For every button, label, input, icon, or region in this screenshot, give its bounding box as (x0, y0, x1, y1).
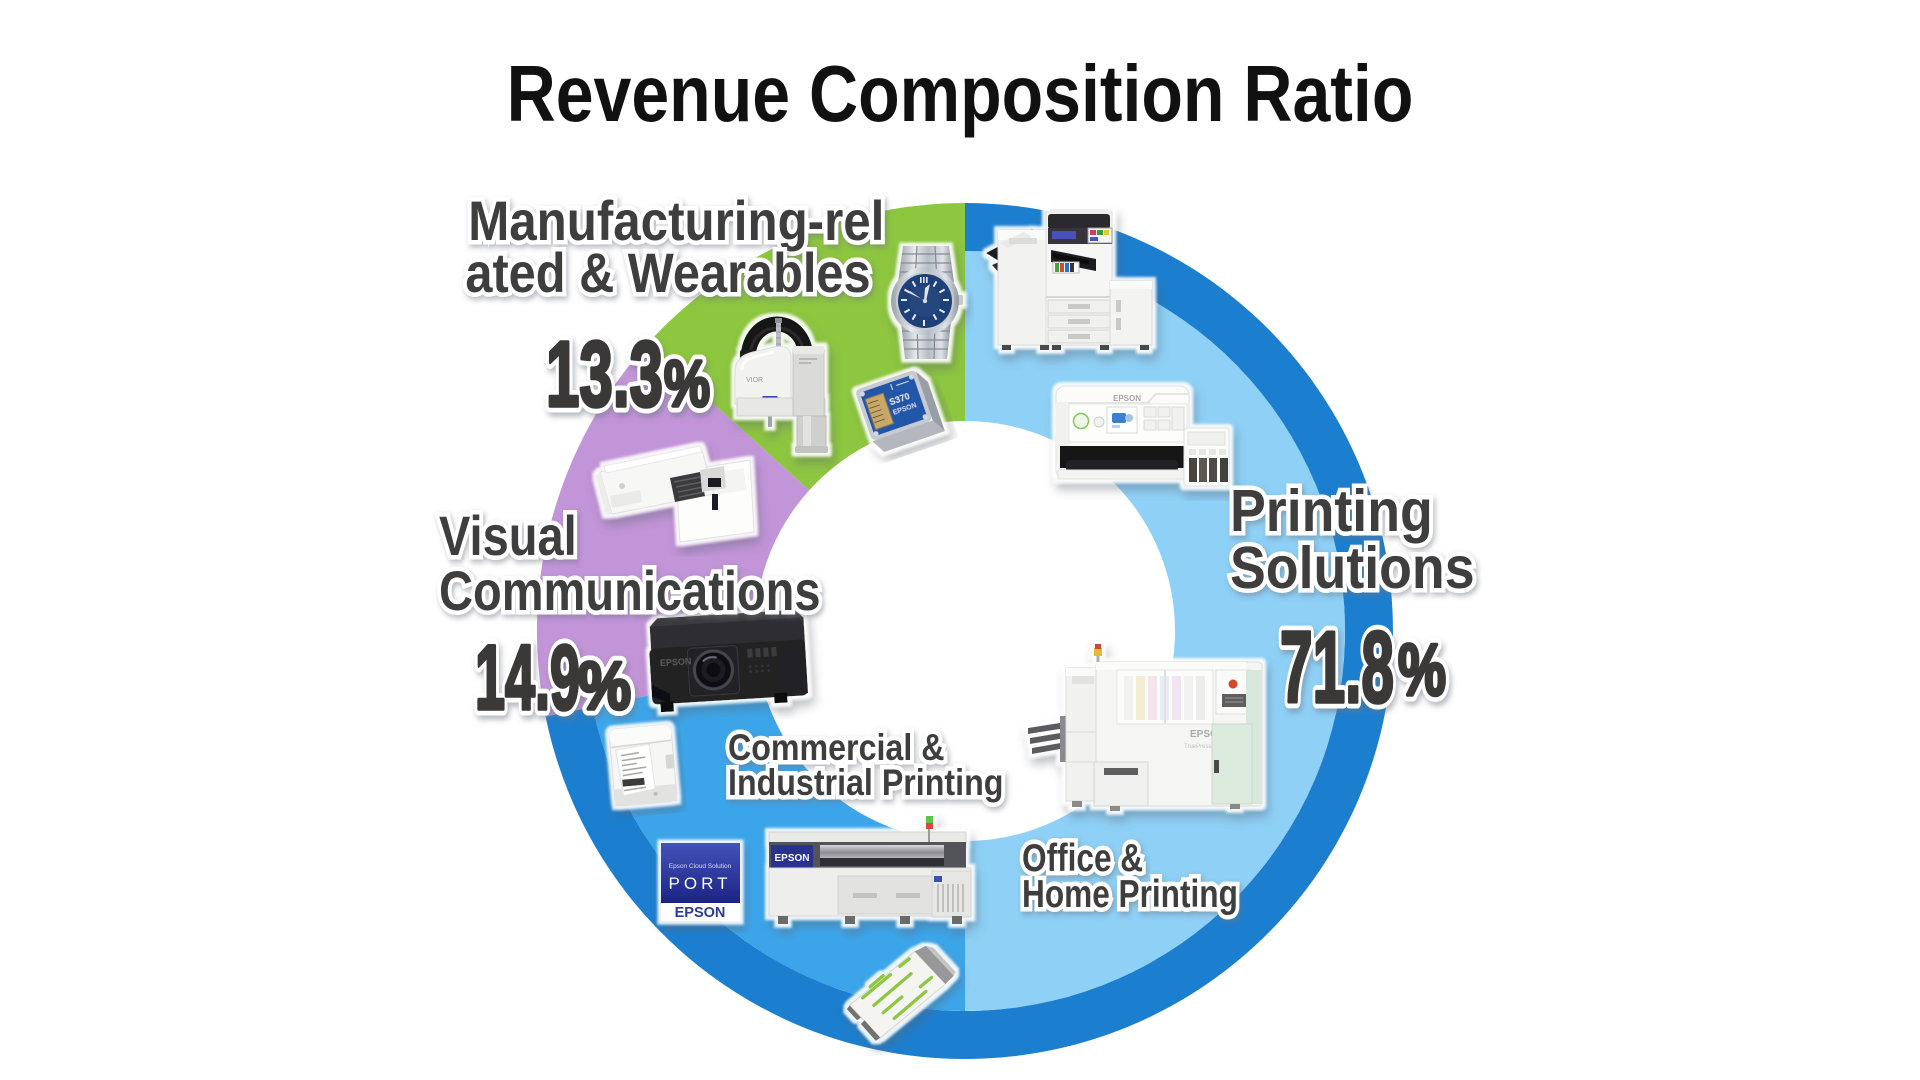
svg-text:71.8: 71.8 (1280, 612, 1394, 724)
svg-text:EPSON: EPSON (660, 656, 692, 668)
svg-text:13.3: 13.3 (546, 322, 663, 426)
svg-text:%: % (578, 648, 631, 724)
svg-text:%: % (664, 347, 710, 420)
svg-text:13.3: 13.3 (546, 322, 663, 426)
svg-text:EPSON: EPSON (774, 853, 809, 864)
svg-text:%: % (664, 347, 710, 420)
svg-text:14.9: 14.9 (475, 627, 580, 729)
svg-text:14.9: 14.9 (475, 627, 580, 729)
svg-text:%: % (1398, 630, 1446, 711)
svg-text:TruePress L-100: TruePress L-100 (1184, 744, 1229, 750)
svg-text:Epson Cloud Solution: Epson Cloud Solution (669, 863, 732, 870)
svg-text:EPSON: EPSON (675, 905, 726, 921)
svg-text:EPSON: EPSON (1190, 729, 1225, 740)
svg-text:%: % (1398, 630, 1446, 711)
svg-text:PORT: PORT (669, 874, 732, 893)
svg-text:%: % (578, 648, 631, 724)
svg-text:EPSON: EPSON (1113, 394, 1141, 403)
svg-text:71.8: 71.8 (1280, 612, 1394, 724)
svg-text:VIOR: VIOR (746, 377, 763, 384)
